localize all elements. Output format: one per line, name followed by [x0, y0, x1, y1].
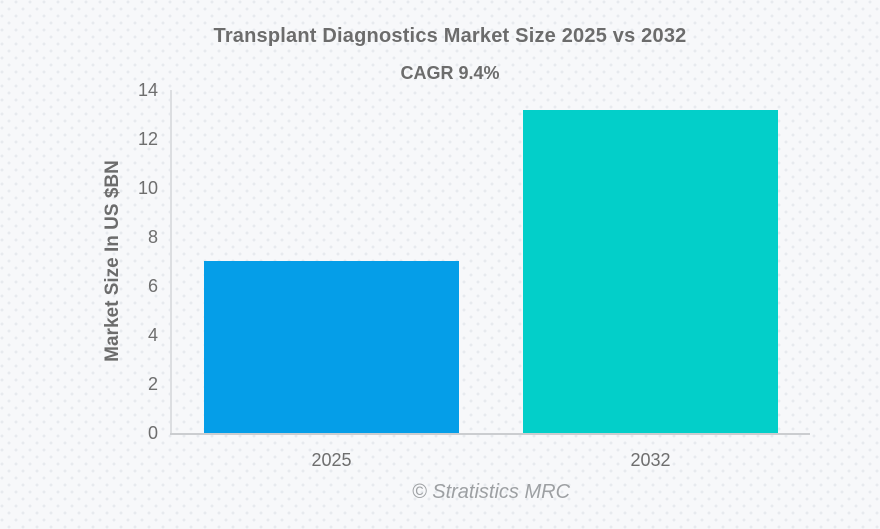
x-axis-line: [170, 433, 810, 435]
chart-subtitle: CAGR 9.4%: [400, 63, 500, 83]
y-tick-label: 10: [137, 178, 158, 198]
y-tick-label: 12: [137, 129, 158, 149]
plot-area: [172, 90, 810, 433]
y-tick-label: 8: [147, 227, 158, 247]
y-tick-label: 14: [137, 80, 158, 100]
y-tick-label: 4: [147, 325, 158, 345]
bar-2025: [203, 260, 460, 433]
watermark-text: © Stratistics MRC: [411, 481, 571, 503]
x-axis-label: 2032: [630, 450, 671, 470]
chart-title: Transplant Diagnostics Market Size 2025 …: [213, 25, 687, 47]
x-axis-labels: 2025 2032: [172, 450, 810, 474]
y-tick-label: 0: [147, 423, 158, 443]
y-axis-ticks: 0 2 4 6 8 10 12 14: [0, 80, 158, 443]
bar-2032: [522, 109, 779, 433]
y-tick-label: 2: [147, 374, 158, 394]
x-axis-label: 2025: [311, 450, 352, 470]
y-axis-line: [170, 90, 172, 435]
y-tick-label: 6: [147, 276, 158, 296]
